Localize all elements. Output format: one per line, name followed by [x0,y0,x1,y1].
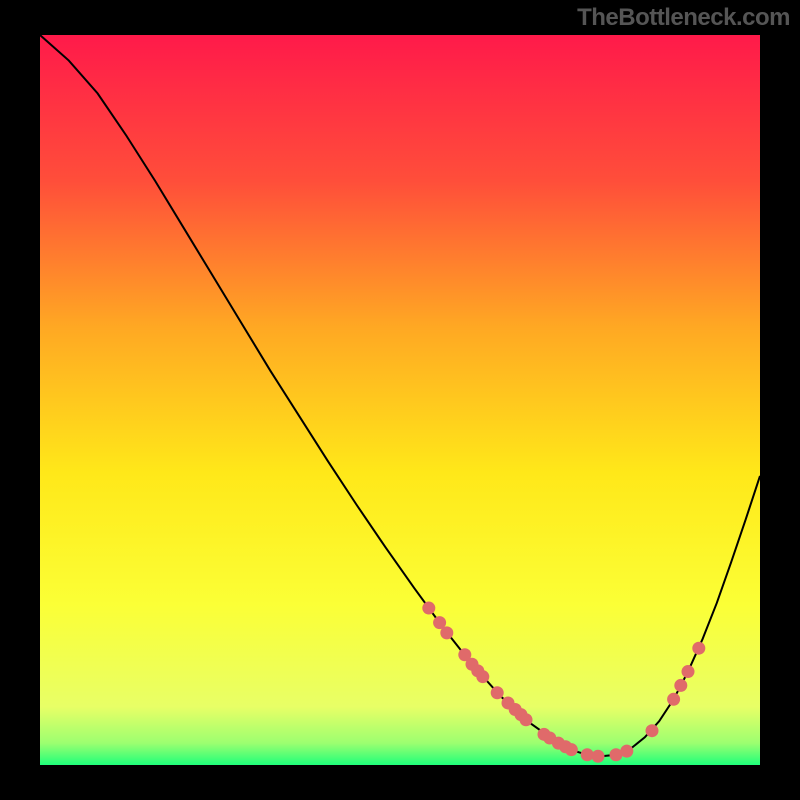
data-marker [674,679,687,692]
watermark-text: TheBottleneck.com [577,4,790,32]
data-marker [620,745,633,758]
data-marker [646,724,659,737]
data-marker [476,670,489,683]
data-marker [692,642,705,655]
data-marker [440,626,453,639]
data-marker [682,665,695,678]
data-marker [667,693,680,706]
data-marker [565,743,578,756]
plot-background [40,35,760,765]
data-marker [520,713,533,726]
data-marker [422,602,435,615]
data-marker [491,686,504,699]
data-marker [592,750,605,763]
chart-root: TheBottleneck.com [0,0,800,800]
bottleneck-chart [40,35,760,765]
